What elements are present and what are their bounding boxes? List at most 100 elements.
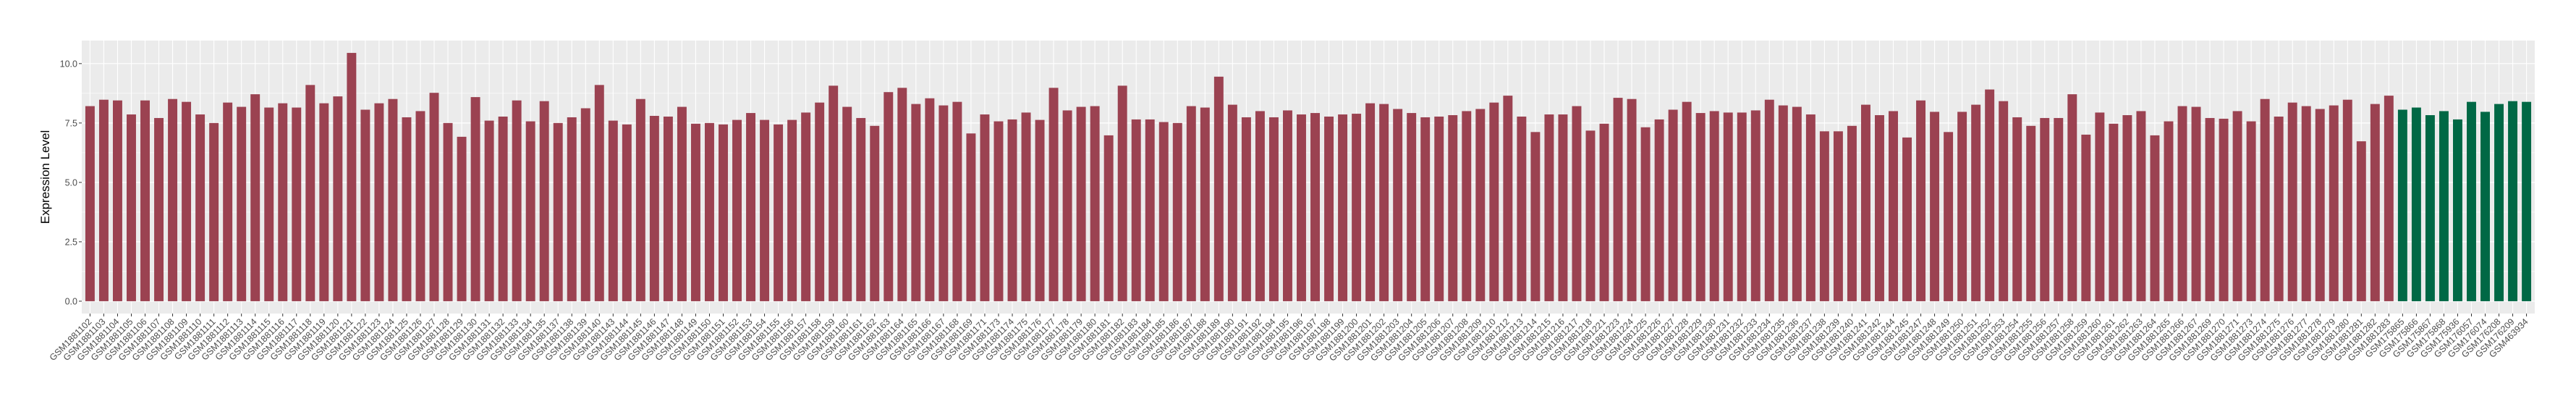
bar: GSM1881108: 8.51 xyxy=(168,98,178,301)
bar: GSM1881179: 8.18 xyxy=(1076,106,1086,301)
bar: GSM1881197: 7.92 xyxy=(1310,113,1320,301)
bar: GSM1881205: 7.74 xyxy=(1420,117,1431,301)
bar: GSM1881146: 7.8 xyxy=(649,116,659,301)
bar: GSM1881210: 8.36 xyxy=(1489,102,1499,301)
bar: GSM1881119: 8.33 xyxy=(319,103,329,301)
bar: GSM1881181: 6.98 xyxy=(1103,135,1114,301)
bar: GSM1881114: 8.71 xyxy=(250,94,260,301)
bar: GSM1881264: 6.98 xyxy=(2150,135,2160,301)
bar: GSM1881250: 7.97 xyxy=(1957,112,1967,301)
bar: GSM1881274: 8.51 xyxy=(2260,98,2270,301)
bar: GSM1881273: 7.57 xyxy=(2246,121,2256,301)
bar: GSM1881103: 8.48 xyxy=(98,99,109,301)
bar: GSM1881237: 7.86 xyxy=(1805,114,1816,301)
bar: GSM1881269: 7.71 xyxy=(2205,117,2215,301)
bar: GSM1881225: 7.32 xyxy=(1640,127,1651,301)
bar: GSM1881174: 7.65 xyxy=(1007,119,1017,301)
bar: GSM176208: 8.3 xyxy=(2494,104,2504,301)
bar: GSM1881183: 7.65 xyxy=(1131,119,1141,301)
bar: GSM1881223: 8.56 xyxy=(1613,98,1623,301)
bar: GSM1881255: 7.38 xyxy=(2026,125,2036,301)
bar: GSM1881188: 8.15 xyxy=(1200,107,1210,301)
bar: GSM1881275: 7.77 xyxy=(2274,116,2284,301)
bar: GSM1881111: 7.5 xyxy=(209,122,219,301)
bar: GSM1881198: 7.77 xyxy=(1324,116,1334,301)
bar: GSM1881127: 8.77 xyxy=(429,93,439,301)
bar: GSM1881107: 7.71 xyxy=(154,117,164,301)
bar: GSM1881125: 7.74 xyxy=(402,117,412,301)
bar: GSM1881156: 7.63 xyxy=(787,119,797,301)
bar: GSM1881258: 8.71 xyxy=(2067,94,2077,301)
bar: GSM1881215: 7.86 xyxy=(1544,114,1554,301)
bar: GSM1881201: 8.33 xyxy=(1365,103,1376,301)
bar: GSM1881182: 9.07 xyxy=(1117,85,1127,301)
bar: GSM175866: 8.15 xyxy=(2411,107,2421,301)
bar: GSM1881242: 7.83 xyxy=(1875,115,1884,301)
bar: GSM1881252: 8.91 xyxy=(1985,89,1995,301)
bar: GSM1881214: 7.12 xyxy=(1530,132,1541,301)
bar: GSM1881157: 7.94 xyxy=(801,112,811,301)
bar: GSM1881241: 8.27 xyxy=(1860,104,1870,301)
bar: GSM1881154: 7.63 xyxy=(760,119,770,301)
bar: GSM1881263: 8 xyxy=(2136,111,2146,301)
bar: GSM1881218: 7.18 xyxy=(1585,130,1596,301)
bar: GSM1881186: 7.5 xyxy=(1172,122,1182,301)
bar: GSM1881128: 7.5 xyxy=(443,122,453,301)
bar: GSM1881254: 7.74 xyxy=(2012,117,2022,301)
bar: GSM1881230: 8 xyxy=(1709,111,1719,301)
bar: GSM1881116: 8.33 xyxy=(278,103,288,301)
bar: GSM1881132: 7.77 xyxy=(498,116,508,301)
bar: GSM1881138: 7.74 xyxy=(567,117,577,301)
bar: GSM1881238: 7.15 xyxy=(1819,131,1829,301)
bar: GSM1881102: 8.21 xyxy=(85,106,95,301)
bar: GSM1881261: 7.47 xyxy=(2109,123,2119,301)
bar: GSM1881129: 6.92 xyxy=(457,136,467,301)
bar: GSM1881277: 8.21 xyxy=(2301,106,2311,301)
bar: GSM1881190: 8.27 xyxy=(1227,104,1237,301)
bar: GSM1881203: 8.09 xyxy=(1393,109,1403,301)
bar: GSM1881236: 8.18 xyxy=(1792,106,1802,301)
bar: GSM175867: 7.83 xyxy=(2425,115,2435,301)
bar: GSM1881165: 8.3 xyxy=(911,104,921,301)
bar: GSM1881194: 7.74 xyxy=(1268,117,1279,301)
bar: GSM1881151: 7.44 xyxy=(719,124,728,301)
bar: GSM1881120: 8.62 xyxy=(333,96,343,301)
bar: GSM1881283: 8.65 xyxy=(2384,96,2394,301)
bar: GSM1881217: 8.21 xyxy=(1572,106,1582,301)
bar: GSM1881145: 8.51 xyxy=(635,98,645,301)
bar: GSM1881248: 7.97 xyxy=(1930,112,1940,301)
bar: GSM1881126: 8 xyxy=(415,111,425,301)
bar: GSM1881271: 8 xyxy=(2232,111,2242,301)
bar: GSM1881133: 8.45 xyxy=(512,100,522,301)
bar: GSM1881168: 8.39 xyxy=(952,101,962,301)
bar: GSM1881265: 7.57 xyxy=(2164,121,2174,301)
bar: GSM1881280: 8.48 xyxy=(2342,99,2352,301)
bar: GSM1881259: 7.01 xyxy=(2081,134,2091,301)
bar: GSM1881130: 8.59 xyxy=(470,97,480,301)
bar: GSM1881176: 7.63 xyxy=(1035,119,1045,301)
bar: GSM1881159: 9.07 xyxy=(829,85,839,301)
bar: GSM1881239: 7.15 xyxy=(1833,131,1843,301)
bar: GSM1881135: 8.42 xyxy=(539,101,549,301)
bar: GSM1881137: 7.5 xyxy=(553,122,563,301)
bar: GSM1881208: 8 xyxy=(1462,111,1472,301)
bar: GSM1881140: 9.1 xyxy=(594,85,604,301)
bar: GSM1881109: 8.39 xyxy=(182,101,192,301)
bar: GSM1881212: 8.65 xyxy=(1503,96,1513,301)
bar: GSM1881256: 7.71 xyxy=(2040,117,2050,301)
bar: GSM1881213: 7.77 xyxy=(1517,116,1527,301)
bar: GSM1881144: 7.44 xyxy=(622,124,632,301)
bar: GSM1881257: 7.71 xyxy=(2054,117,2064,301)
bar: GSM1881202: 8.3 xyxy=(1379,104,1389,301)
bar: GSM176074: 7.97 xyxy=(2480,112,2490,301)
bar: GSM1881105: 7.86 xyxy=(127,114,136,301)
bar: GSM1881131: 7.6 xyxy=(484,120,494,301)
bar: GSM1881173: 7.57 xyxy=(993,121,1004,301)
bar: GSM1881249: 7.12 xyxy=(1944,132,1954,301)
bar: GSM1881178: 8.03 xyxy=(1062,110,1072,301)
bar: GSM1881175: 7.94 xyxy=(1021,112,1031,301)
bar: GSM1881199: 7.86 xyxy=(1338,114,1348,301)
bar: GSM463934: 8.39 xyxy=(2522,101,2532,301)
bar: GSM1881123: 8.33 xyxy=(374,103,384,301)
bar: GSM1881209: 8.09 xyxy=(1475,109,1486,301)
